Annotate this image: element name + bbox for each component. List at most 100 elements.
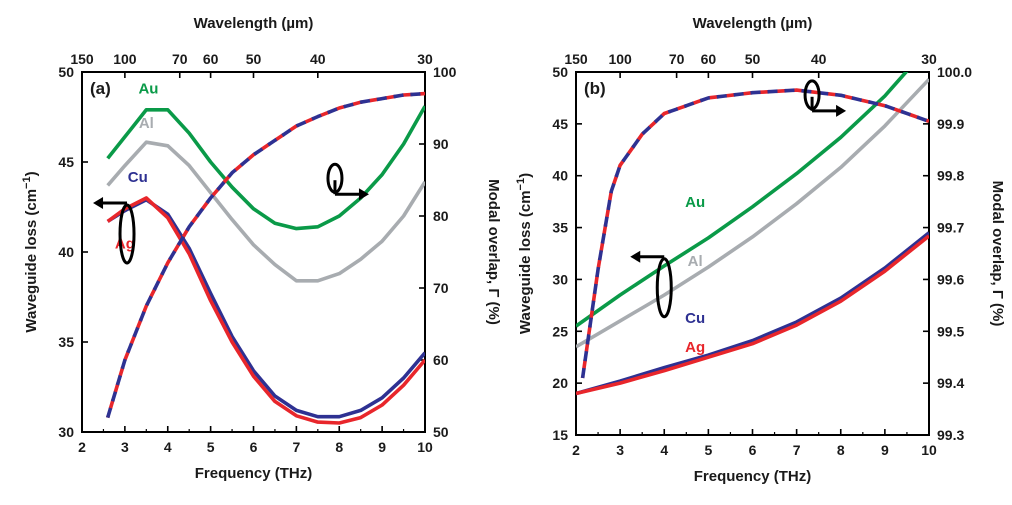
panel-a-overlap-axis-arrow-head bbox=[358, 188, 369, 201]
panel-b-series-label-al: Al bbox=[688, 253, 703, 270]
panel-a-y-tick-label-1: 35 bbox=[58, 334, 74, 350]
panel-a-top-tick-label-6: 30 bbox=[417, 51, 433, 67]
panel-a-y-axis-title-sup: −1 bbox=[21, 176, 33, 189]
panel-b-x-axis-title: Frequency (THz) bbox=[694, 468, 812, 485]
panel-b-series-group bbox=[576, 72, 929, 396]
panel-b-y2-tick-label-1: 99.4 bbox=[937, 375, 964, 391]
panel-a-series-label-al: Al bbox=[139, 115, 154, 132]
panel-a-x-tick-label-6: 8 bbox=[335, 439, 343, 455]
panel-b-y2-tick-label-6: 99.9 bbox=[937, 116, 964, 132]
panel-b-y-tick-label-7: 50 bbox=[552, 64, 568, 80]
panel-b-top-tick-label-6: 30 bbox=[921, 51, 937, 67]
panel-a-top-axis-title: Wavelength (µm) bbox=[194, 15, 314, 32]
panel-b-y2-axis-title: Modal overlap, Γ (%) bbox=[989, 181, 1006, 327]
panel-a-y2-tick-label-2: 70 bbox=[433, 280, 449, 296]
panel-b-y-tick-label-0: 15 bbox=[552, 427, 568, 443]
panel-b-y2-tick-label-3: 99.6 bbox=[937, 271, 964, 287]
panel-b-panel-label: (b) bbox=[584, 79, 606, 98]
panel-b-series-label-au: Au bbox=[685, 194, 705, 211]
panel-b-x-tick-label-7: 9 bbox=[881, 442, 889, 458]
panel-b-y-tick-label-4: 35 bbox=[552, 220, 568, 236]
panel-a-series-ag-line bbox=[106, 196, 425, 425]
panel-a-series-label-cu: Cu bbox=[128, 169, 148, 186]
panel-b-y-tick-label-6: 45 bbox=[552, 116, 568, 132]
panel-a-top-tick-label-1: 100 bbox=[113, 51, 137, 67]
panel-b-series-au-line bbox=[576, 72, 909, 328]
panel-a-y-axis-title-main: Waveguide loss (cm bbox=[23, 189, 40, 333]
panel-b-x-tick-label-8: 10 bbox=[921, 442, 937, 458]
panel-a-top-tick-label-5: 40 bbox=[310, 51, 326, 67]
panel-a-y2-axis-title: Modal overlap, Γ (%) bbox=[485, 179, 502, 325]
panel-a-x-tick-label-0: 2 bbox=[78, 439, 86, 455]
panel-a-x-tick-label-5: 7 bbox=[292, 439, 300, 455]
panel-b-y-axis-title-sup: −1 bbox=[515, 178, 527, 191]
panel-b-x-tick-label-0: 2 bbox=[572, 442, 580, 458]
panel-a-x-tick-label-4: 6 bbox=[250, 439, 258, 455]
panel-a-loss-axis-arrow bbox=[93, 197, 136, 265]
panel-a-y-axis-title-close: ) bbox=[23, 171, 40, 176]
panel-a-x-tick-label-2: 4 bbox=[164, 439, 172, 455]
panel-a-top-tick-label-3: 60 bbox=[203, 51, 219, 67]
panel-b-y-axis-title-main: Waveguide loss (cm bbox=[517, 190, 534, 334]
panel-a-top-tick-label-4: 50 bbox=[246, 51, 262, 67]
panel-a-top-tick-label-0: 150 bbox=[70, 51, 94, 67]
panel-b-x-tick-label-4: 6 bbox=[749, 442, 757, 458]
panel-b-series-label-cu: Cu bbox=[685, 310, 705, 327]
panel-b-y2-tick-label-7: 100.0 bbox=[937, 64, 972, 80]
panel-b-top-tick-label-1: 100 bbox=[608, 51, 632, 67]
panel-b-x-tick-label-1: 3 bbox=[616, 442, 624, 458]
panel-b-y-axis-title-close: ) bbox=[517, 173, 534, 178]
panel-b-y2-tick-label-5: 99.8 bbox=[937, 168, 964, 184]
panel-a-x-tick-label-1: 3 bbox=[121, 439, 129, 455]
panel-b-top-tick-label-4: 50 bbox=[745, 51, 761, 67]
panel-a-series-au-line bbox=[106, 105, 425, 231]
panel-a-series-modal-overlap-under-line bbox=[105, 91, 425, 419]
panel-b-top-tick-label-0: 150 bbox=[564, 51, 588, 67]
panel-b-x-tick-label-6: 8 bbox=[837, 442, 845, 458]
panel-a-y-tick-label-0: 30 bbox=[58, 424, 74, 440]
panel-b-series-cu-line bbox=[576, 231, 929, 396]
panel-b-loss-axis-arrow-head bbox=[630, 250, 641, 263]
panel-a-series-al-line bbox=[106, 140, 425, 283]
panel-b-y-axis-title: Waveguide loss (cm−1) bbox=[515, 173, 534, 334]
panel-b-top-tick-label-2: 70 bbox=[669, 51, 685, 67]
panel-a-y2-tick-label-3: 80 bbox=[433, 208, 449, 224]
panel-a-x-tick-label-3: 5 bbox=[207, 439, 215, 455]
panel-a-series-label-au: Au bbox=[138, 81, 158, 98]
panel-b-x-tick-label-2: 4 bbox=[660, 442, 668, 458]
panel-b-x-tick-label-5: 7 bbox=[793, 442, 801, 458]
panel-a-top-tick-label-2: 70 bbox=[172, 51, 188, 67]
panel-a-loss-axis-arrow-ellipse bbox=[118, 203, 136, 265]
panel-a-series-cu-line bbox=[106, 198, 425, 419]
panel-a-x-tick-label-8: 10 bbox=[417, 439, 433, 455]
panel-b-top-axis-title: Wavelength (µm) bbox=[693, 15, 813, 32]
panel-a-loss-axis-arrow-head bbox=[93, 197, 104, 209]
panel-b-series-modal-overlap-under-line bbox=[580, 88, 929, 379]
panel-a-y2-tick-label-0: 50 bbox=[433, 424, 449, 440]
panel-b-series-label-ag: Ag bbox=[685, 339, 705, 356]
panel-b-y-tick-label-2: 25 bbox=[552, 323, 568, 339]
panel-b-top-tick-label-5: 40 bbox=[811, 51, 827, 67]
panel-b-y2-tick-label-2: 99.5 bbox=[937, 323, 964, 339]
panel-b-top-tick-label-3: 60 bbox=[701, 51, 717, 67]
panel-a-y-tick-label-4: 50 bbox=[58, 64, 74, 80]
panel-a-y-tick-label-3: 45 bbox=[58, 154, 74, 170]
panel-a-x-tick-label-7: 9 bbox=[378, 439, 386, 455]
panel-b-loss-axis-arrow-ellipse bbox=[655, 257, 673, 319]
panel-a-y2-tick-label-5: 100 bbox=[433, 64, 457, 80]
panel-a-y-axis-title: Waveguide loss (cm−1) bbox=[21, 171, 40, 332]
panel-b-x-tick-label-3: 5 bbox=[704, 442, 712, 458]
panel-a-x-axis-title: Frequency (THz) bbox=[195, 465, 313, 482]
panel-a-series-modal-overlap-line bbox=[105, 91, 425, 419]
panel-b-y-tick-label-3: 30 bbox=[552, 271, 568, 287]
panel-a-overlap-axis-arrow bbox=[326, 162, 369, 201]
panel-b-y2-tick-label-0: 99.3 bbox=[937, 427, 964, 443]
panel-b-series-al-line bbox=[576, 78, 929, 349]
panel-b-series-ag-line bbox=[576, 234, 929, 396]
panel-b-overlap-axis-arrow-head bbox=[836, 104, 847, 117]
panel-b-loss-axis-arrow bbox=[630, 250, 673, 319]
panel-a-y-tick-label-2: 40 bbox=[58, 244, 74, 260]
